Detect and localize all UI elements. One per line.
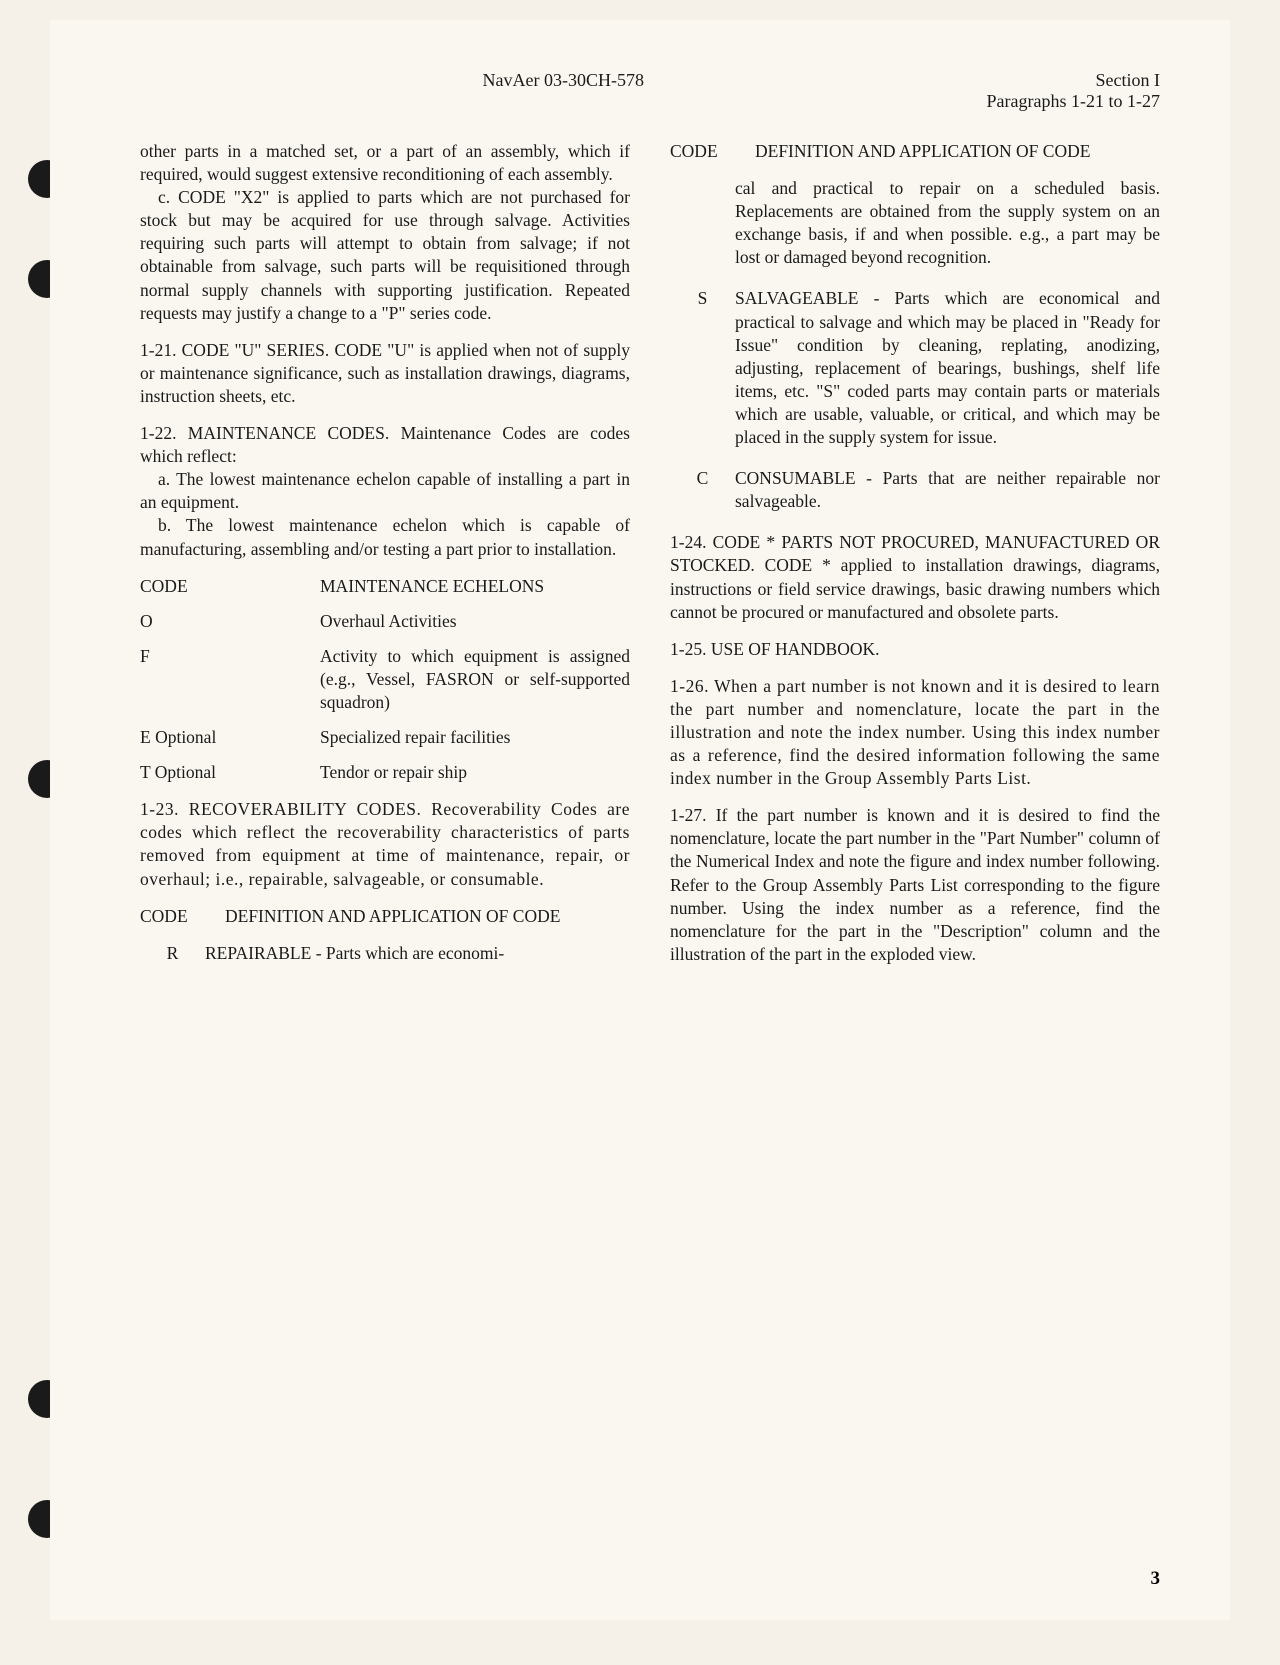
code-R: R bbox=[140, 942, 205, 965]
paragraph-1-22: 1-22. MAINTENANCE CODES. Maintenance Cod… bbox=[140, 422, 630, 561]
page-header: NavAer 03-30CH-578 Section I Paragraphs … bbox=[140, 70, 1160, 112]
code-O: O bbox=[140, 610, 320, 633]
code-E-desc: Specialized repair facilities bbox=[320, 726, 630, 749]
table-header-definition: DEFINITION AND APPLICATION OF CODE bbox=[755, 140, 1160, 163]
paragraph-1-21: 1-21. CODE "U" SERIES. CODE "U" is appli… bbox=[140, 339, 630, 408]
code-C-desc: CONSUMABLE - Parts that are neither repa… bbox=[735, 467, 1160, 513]
code-C-row: C CONSUMABLE - Parts that are neither re… bbox=[670, 467, 1160, 513]
paragraph-1-24: 1-24. CODE * PARTS NOT PROCURED, MANUFAC… bbox=[670, 531, 1160, 623]
code-F-desc: Activity to which equipment is assigned … bbox=[320, 645, 630, 714]
code-R-row: R REPAIRABLE - Parts which are economi- bbox=[140, 942, 630, 965]
code-O-desc: Overhaul Activities bbox=[320, 610, 630, 633]
code-S-row: S SALVAGEABLE - Parts which are economic… bbox=[670, 287, 1160, 449]
maintenance-codes-table: CODE MAINTENANCE ECHELONS O Overhaul Act… bbox=[140, 575, 630, 785]
list-item-b: b. The lowest maintenance echelon which … bbox=[140, 514, 630, 560]
right-column: CODE DEFINITION AND APPLICATION OF CODE … bbox=[670, 140, 1160, 983]
code-R-desc: REPAIRABLE - Parts which are economi- bbox=[205, 942, 630, 965]
doc-id: NavAer 03-30CH-578 bbox=[140, 70, 987, 112]
table-header-echelons: MAINTENANCE ECHELONS bbox=[320, 575, 630, 598]
code-T-desc: Tendor or repair ship bbox=[320, 761, 630, 784]
recoverability-header: CODE DEFINITION AND APPLICATION OF CODE bbox=[140, 905, 630, 928]
code-S-desc: SALVAGEABLE - Parts which are economical… bbox=[735, 287, 1160, 449]
paragraph-range: Paragraphs 1-21 to 1-27 bbox=[987, 91, 1160, 112]
paragraph-item: c. CODE "X2" is applied to parts which a… bbox=[140, 186, 630, 325]
recoverability-header-cont: CODE DEFINITION AND APPLICATION OF CODE bbox=[670, 140, 1160, 163]
code-R-continuation: cal and practical to repair on a schedul… bbox=[670, 177, 1160, 269]
table-header-code: CODE bbox=[140, 575, 320, 598]
paragraph-1-27: 1-27. If the part number is known and it… bbox=[670, 804, 1160, 966]
code-F: F bbox=[140, 645, 320, 714]
document-page: NavAer 03-30CH-578 Section I Paragraphs … bbox=[50, 20, 1230, 1620]
table-header-code: CODE bbox=[140, 905, 225, 928]
code-C: C bbox=[670, 467, 735, 513]
code-T: T Optional bbox=[140, 761, 320, 784]
table-header-code: CODE bbox=[670, 140, 755, 163]
paragraph-1-25: 1-25. USE OF HANDBOOK. bbox=[670, 638, 1160, 661]
paragraph: other parts in a matched set, or a part … bbox=[140, 140, 630, 325]
code-R-desc-cont: cal and practical to repair on a schedul… bbox=[735, 177, 1160, 269]
code-S: S bbox=[670, 287, 735, 449]
section-label: Section I bbox=[987, 70, 1160, 91]
page-number: 3 bbox=[1151, 1568, 1161, 1590]
paragraph-1-26: 1-26. When a part number is not known an… bbox=[670, 675, 1160, 790]
list-item-a: a. The lowest maintenance echelon capabl… bbox=[140, 468, 630, 514]
left-column: other parts in a matched set, or a part … bbox=[140, 140, 630, 983]
paragraph-1-23: 1-23. RECOVERABILITY CODES. Recoverabili… bbox=[140, 798, 630, 890]
code-E: E Optional bbox=[140, 726, 320, 749]
table-header-definition: DEFINITION AND APPLICATION OF CODE bbox=[225, 905, 630, 928]
